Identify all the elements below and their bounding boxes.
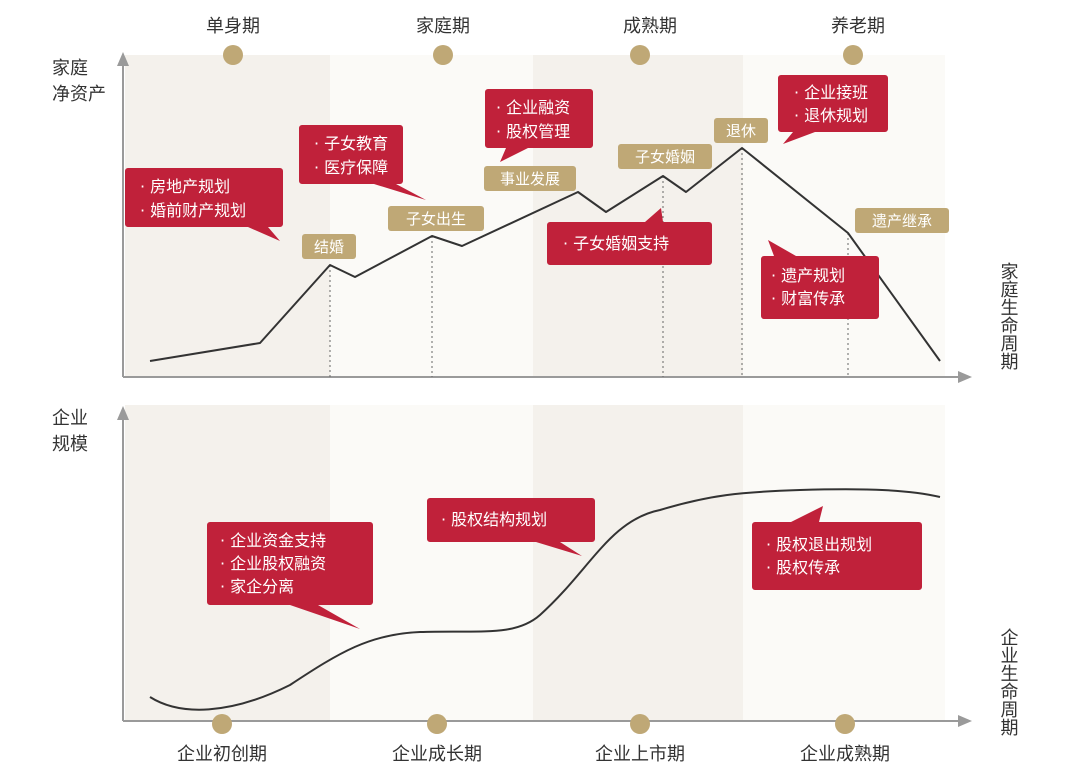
top-stage-label-3: 成熟期 [623,16,677,37]
bubble-equity-exit-line-1: · 股权退出规划 [766,535,872,554]
bottom-stage-dot-2 [427,714,447,734]
bottom-stage-label-1: 企业初创期 [177,744,267,765]
top-stage-dot-1 [223,45,243,65]
bottom-stage-dot-4 [835,714,855,734]
bubble-enterprise-line-1: · 企业资金支持 [220,531,326,550]
top-stage-label-2: 家庭期 [416,16,470,37]
top-x-axis-label: 家庭生命周期 [998,262,1019,370]
top-stage-label-4: 养老期 [831,16,885,37]
bubble-equity-structure-line-1: · 股权结构规划 [441,510,547,529]
bubble-equity-structure: · 股权结构规划 [427,498,595,556]
top-y-axis-label-line-1: 家庭 [52,58,88,79]
top-stage-dot-3 [630,45,650,65]
bubble-financing-line-2: · 股权管理 [496,122,570,141]
event-tag-child-birth-text: 子女出生 [406,210,466,228]
bubble-estate-wealth: · 遗产规划 · 财富传承 [761,240,879,319]
bottom-stage-label-3: 企业上市期 [595,744,685,765]
bubble-estate-line-1: · 遗产规划 [771,266,845,285]
bubble-education-line-2: · 医疗保障 [314,158,388,177]
bottom-x-axis-label: 企业生命周期 [998,628,1019,736]
enterprise-scale-curve [149,488,941,711]
event-tag-marriage-text: 结婚 [314,238,344,256]
event-tag-inheritance: 遗产继承 [855,208,949,233]
bubble-child-marriage-line-1: · 子女婚姻支持 [563,234,669,253]
bubble-equity-exit-line-2: · 股权传承 [766,558,840,577]
bottom-y-arrow-icon [117,406,129,420]
event-tag-career: 事业发展 [484,166,576,191]
top-stage-label-1: 单身期 [206,16,260,37]
bubble-enterprise-line-3: · 家企分离 [220,577,294,596]
bottom-x-arrow-icon [958,715,972,727]
bubble-real-estate-prenup: · 房地产规划 · 婚前财产规划 [125,168,283,241]
top-stage-dot-2 [433,45,453,65]
bottom-band-3 [533,405,743,721]
bubble-child-marriage-support: · 子女婚姻支持 [547,208,712,265]
bottom-stage-label-4: 企业成熟期 [800,744,890,765]
bubble-succession-line-2: · 退休规划 [794,106,868,125]
bubble-enterprise-funding: · 企业资金支持 · 企业股权融资 · 家企分离 [207,522,373,629]
event-tag-marriage: 结婚 [302,234,356,259]
bubble-succession-retirement: · 企业接班 · 退休规划 [778,75,888,144]
bubble-succession-line-1: · 企业接班 [794,83,868,102]
top-x-arrow-icon [958,371,972,383]
top-chart: 单身期 家庭期 成熟期 养老期 家庭 净资产 家庭生命周期 结婚 [52,16,1019,383]
event-tag-child-marriage: 子女婚姻 [618,144,712,169]
bubble-equity-exit: · 股权退出规划 · 股权传承 [752,506,922,590]
bubble-enterprise-line-2: · 企业股权融资 [220,554,326,573]
bottom-y-axis-label-line-1: 企业 [52,408,88,429]
bubble-real-estate-line-1: · 房地产规划 [140,177,230,196]
bottom-stage-dot-3 [630,714,650,734]
top-y-axis-label-line-2: 净资产 [52,84,106,105]
bottom-chart: 企业 规模 企业生命周期 企业初创期 企业成长期 企业上市期 企业成熟期 · 企… [52,405,1019,765]
bottom-y-axis-label-line-2: 规模 [52,434,88,455]
bubble-financing-line-1: · 企业融资 [496,98,570,117]
event-tag-retirement-text: 退休 [726,122,756,140]
bubble-education-line-1: · 子女教育 [314,134,388,153]
top-y-arrow-icon [117,52,129,66]
family-net-worth-curve [149,147,941,362]
bubble-real-estate-line-2: · 婚前财产规划 [140,201,246,220]
bubble-estate-line-2: · 财富传承 [771,289,845,308]
bubble-education-medical: · 子女教育 · 医疗保障 [299,125,426,200]
bubble-financing-equity: · 企业融资 · 股权管理 [485,89,593,162]
event-tag-child-birth: 子女出生 [388,206,484,231]
event-tag-career-text: 事业发展 [500,170,560,188]
top-stage-dot-4 [843,45,863,65]
event-tag-inheritance-text: 遗产继承 [872,212,932,230]
bottom-stage-label-2: 企业成长期 [392,744,482,765]
event-tag-retirement: 退休 [714,118,768,143]
event-tag-child-marriage-text: 子女婚姻 [635,148,695,166]
bottom-stage-dot-1 [212,714,232,734]
